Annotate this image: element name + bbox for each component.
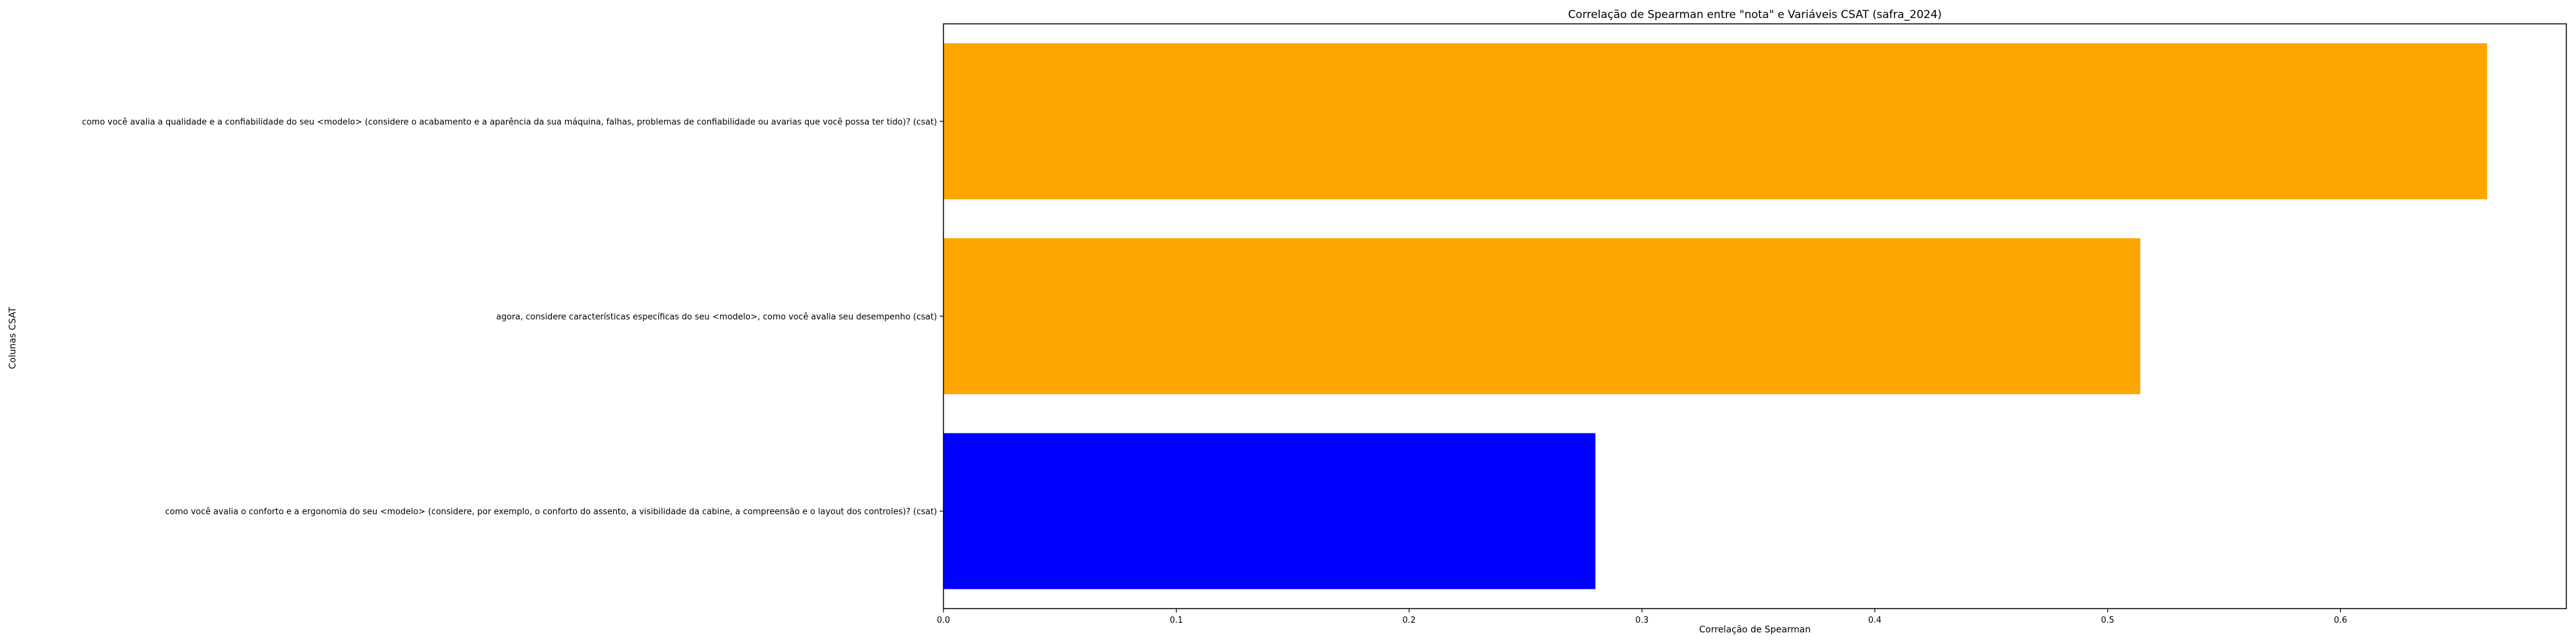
y-axis: como você avalia a qualidade e a confiab… xyxy=(82,117,943,517)
bar-3 xyxy=(943,433,1596,589)
x-tick-label: 0.5 xyxy=(2101,616,2114,625)
x-tick-label: 0.2 xyxy=(1403,616,1416,625)
x-tick-label: 0.1 xyxy=(1170,616,1183,625)
chart-title: Correlação de Spearman entre "nota" e Va… xyxy=(1568,8,1942,21)
x-tick-label: 0.6 xyxy=(2334,616,2347,625)
bar-2 xyxy=(943,238,2141,395)
x-tick-label: 0.4 xyxy=(1868,616,1882,625)
y-tick-label: agora, considere características específ… xyxy=(497,312,937,322)
y-tick-label: como você avalia a qualidade e a confiab… xyxy=(82,117,937,127)
x-tick-label: 0.3 xyxy=(1635,616,1649,625)
x-tick-label: 0.0 xyxy=(937,616,951,625)
y-axis-label: Colunas CSAT xyxy=(8,307,18,369)
bar-1 xyxy=(943,43,2488,200)
bars-layer xyxy=(943,43,2488,589)
x-axis: 0.0 0.1 0.2 0.3 0.4 0.5 0.6 xyxy=(937,609,2347,625)
y-tick-label: como você avalia o conforto e a ergonomi… xyxy=(165,507,937,517)
x-axis-label: Correlação de Spearman xyxy=(1699,625,1810,635)
